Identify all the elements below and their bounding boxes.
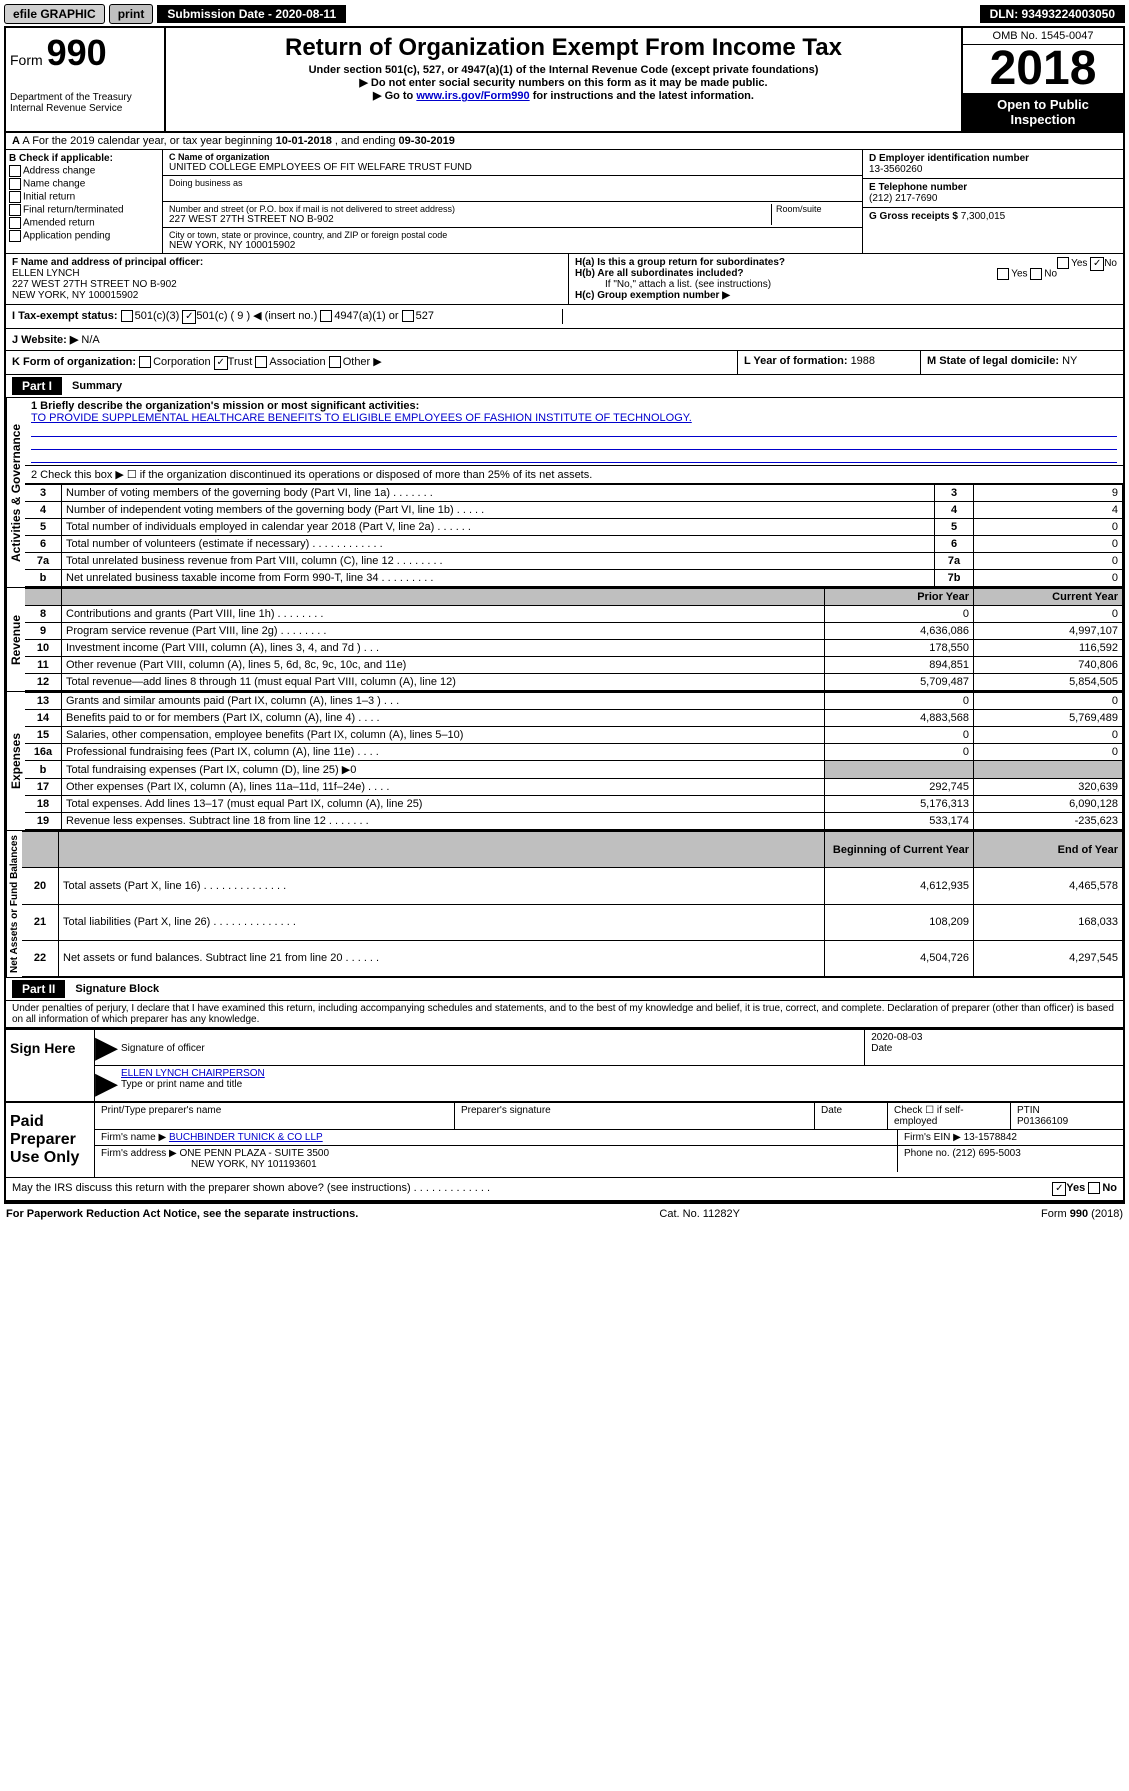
chk-4947[interactable] — [320, 310, 332, 322]
subtitle-2: ▶ Do not enter social security numbers o… — [170, 76, 957, 89]
chk-corp[interactable] — [139, 356, 151, 368]
open-public-badge: Open to PublicInspection — [963, 93, 1123, 131]
efile-button[interactable]: efile GRAPHIC — [4, 4, 105, 24]
chk-discuss-no[interactable] — [1088, 1182, 1100, 1194]
telephone-value: (212) 217-7690 — [869, 193, 1117, 204]
paid-preparer-label: Paid Preparer Use Only — [6, 1103, 95, 1177]
vert-revenue: Revenue — [6, 588, 25, 691]
section-j-website: J Website: ▶ N/A — [6, 329, 1123, 350]
paid-preparer-section: Paid Preparer Use Only Print/Type prepar… — [6, 1102, 1123, 1178]
summary-table-expenses: 13Grants and similar amounts paid (Part … — [25, 692, 1123, 830]
sign-here-section: Sign Here ▶ Signature of officer 2020-08… — [6, 1028, 1123, 1102]
sign-date: 2020-08-03 — [871, 1032, 1117, 1043]
chk-ha-yes[interactable] — [1057, 257, 1069, 269]
section-k-form-org: K Form of organization: Corporation ✓Tru… — [6, 351, 737, 374]
print-button[interactable]: print — [109, 4, 154, 24]
summary-table-net: Beginning of Current YearEnd of Year20To… — [22, 831, 1123, 977]
form-990: Form 990 Department of the Treasury Inte… — [4, 26, 1125, 1204]
chk-hb-yes[interactable] — [997, 268, 1009, 280]
mission-text: TO PROVIDE SUPPLEMENTAL HEALTHCARE BENEF… — [31, 412, 1117, 424]
firm-address-1: ONE PENN PLAZA - SUITE 3500 — [180, 1148, 330, 1159]
dept-treasury: Department of the Treasury — [10, 92, 160, 103]
section-b-checkboxes: B Check if applicable: Address change Na… — [6, 150, 163, 253]
chk-final-return[interactable] — [9, 204, 21, 216]
part-ii-header: Part II Signature Block — [6, 978, 1123, 1001]
chk-initial-return[interactable] — [9, 191, 21, 203]
gross-receipts: 7,300,015 — [961, 211, 1006, 222]
org-address: 227 WEST 27TH STREET NO B-902 — [169, 214, 771, 225]
org-name: UNITED COLLEGE EMPLOYEES OF FIT WELFARE … — [169, 162, 856, 173]
vert-net-assets: Net Assets or Fund Balances — [6, 831, 22, 977]
arrow-icon-2: ▶ — [95, 1066, 115, 1101]
subtitle-1: Under section 501(c), 527, or 4947(a)(1)… — [170, 64, 957, 76]
org-city: NEW YORK, NY 100015902 — [169, 240, 856, 251]
chk-assoc[interactable] — [255, 356, 267, 368]
ptin-value: P01366109 — [1017, 1116, 1117, 1127]
ein-value: 13-3560260 — [869, 164, 1117, 175]
chk-trust[interactable]: ✓ — [214, 356, 228, 370]
line-1-mission: 1 Briefly describe the organization's mi… — [25, 398, 1123, 466]
vert-expenses: Expenses — [6, 692, 25, 830]
firm-name: BUCHBINDER TUNICK & CO LLP — [169, 1132, 323, 1143]
irs-link[interactable]: www.irs.gov/Form990 — [416, 90, 529, 102]
signer-name: ELLEN LYNCH CHAIRPERSON — [121, 1068, 1117, 1079]
part-i-header: Part I Summary — [6, 375, 1123, 398]
summary-table-revenue: Prior YearCurrent Year8Contributions and… — [25, 588, 1123, 691]
tax-year: 2018 — [963, 45, 1123, 93]
section-h-group: H(a) Is this a group return for subordin… — [569, 254, 1123, 304]
officer-name: ELLEN LYNCH — [12, 268, 562, 279]
chk-name-change[interactable] — [9, 178, 21, 190]
submission-date-label: Submission Date - 2020-08-11 — [157, 5, 346, 23]
chk-other[interactable] — [329, 356, 341, 368]
chk-ha-no[interactable]: ✓ — [1090, 257, 1104, 271]
chk-amended[interactable] — [9, 217, 21, 229]
firm-ein: 13-1578842 — [964, 1132, 1017, 1143]
arrow-icon: ▶ — [95, 1030, 115, 1065]
section-m-state: M State of legal domicile: NY — [920, 351, 1123, 374]
header-right-box: OMB No. 1545-0047 2018 Open to PublicIns… — [961, 28, 1123, 131]
sign-here-label: Sign Here — [6, 1030, 95, 1101]
line-2: 2 Check this box ▶ ☐ if the organization… — [25, 466, 1123, 484]
chk-501c3[interactable] — [121, 310, 133, 322]
form-number: 990 — [47, 32, 107, 73]
form-label: Form — [10, 52, 43, 68]
firm-phone: (212) 695-5003 — [952, 1148, 1020, 1159]
page-footer: For Paperwork Reduction Act Notice, see … — [4, 1204, 1125, 1224]
section-d-e-g: D Employer identification number 13-3560… — [862, 150, 1123, 253]
section-c-org-info: C Name of organization UNITED COLLEGE EM… — [163, 150, 862, 253]
section-l-year: L Year of formation: 1988 — [737, 351, 920, 374]
header-title-box: Return of Organization Exempt From Incom… — [166, 28, 961, 131]
chk-501c[interactable]: ✓ — [182, 310, 196, 324]
vert-activities-governance: Activities & Governance — [6, 398, 25, 587]
firm-address-2: NEW YORK, NY 101193601 — [101, 1159, 891, 1170]
chk-address-change[interactable] — [9, 165, 21, 177]
perjury-declaration: Under penalties of perjury, I declare th… — [6, 1001, 1123, 1028]
dln-label: DLN: 93493224003050 — [980, 5, 1125, 23]
top-toolbar: efile GRAPHIC print Submission Date - 20… — [4, 4, 1125, 24]
row-a-tax-year: A A For the 2019 calendar year, or tax y… — [6, 133, 1123, 150]
section-f-officer: F Name and address of principal officer:… — [6, 254, 569, 304]
chk-discuss-yes[interactable]: ✓ — [1052, 1182, 1066, 1196]
dept-irs: Internal Revenue Service — [10, 103, 160, 114]
subtitle-3: ▶ Go to www.irs.gov/Form990 for instruct… — [170, 89, 957, 102]
section-i-tax-status: I Tax-exempt status: 501(c)(3) ✓501(c) (… — [12, 309, 563, 324]
chk-527[interactable] — [402, 310, 414, 322]
chk-app-pending[interactable] — [9, 230, 21, 242]
form-title: Return of Organization Exempt From Incom… — [170, 34, 957, 62]
form-id-box: Form 990 Department of the Treasury Inte… — [6, 28, 166, 131]
summary-table-governance: 3Number of voting members of the governi… — [25, 484, 1123, 587]
discuss-row: May the IRS discuss this return with the… — [6, 1178, 1123, 1202]
chk-hb-no[interactable] — [1030, 268, 1042, 280]
